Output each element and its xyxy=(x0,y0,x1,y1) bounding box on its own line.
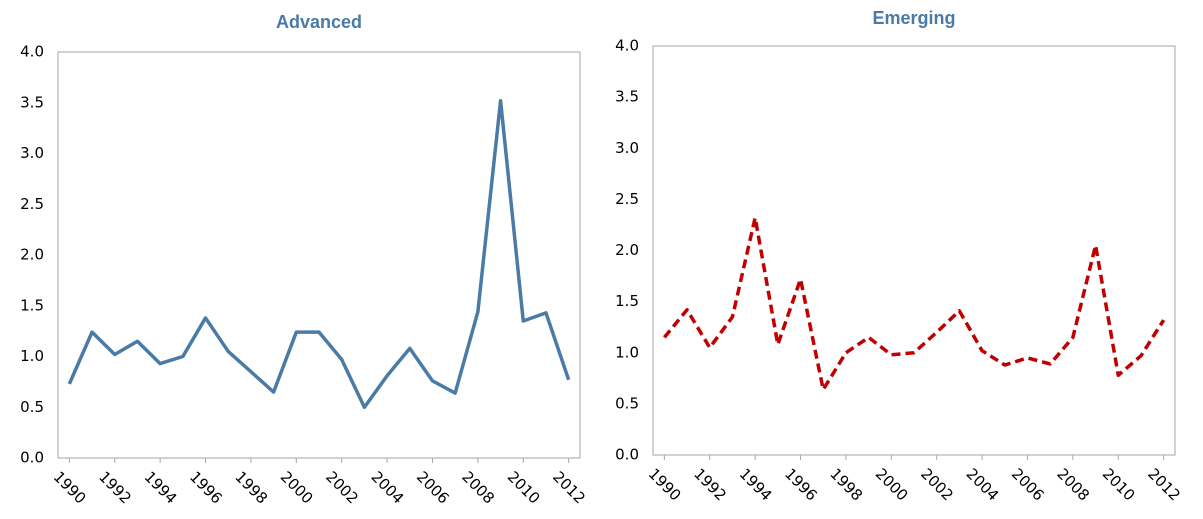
x-tick-label: 1998 xyxy=(826,465,866,505)
y-tick-label: 1.5 xyxy=(20,296,44,314)
y-tick-label: 0.0 xyxy=(615,446,639,464)
x-tick-label: 2008 xyxy=(458,468,498,508)
x-tick-label: 2002 xyxy=(322,468,362,508)
x-tick-label: 2002 xyxy=(917,465,957,505)
x-tick-label: 2004 xyxy=(368,468,408,508)
x-tick-label: 1994 xyxy=(141,468,181,508)
x-tick-label: 2006 xyxy=(1008,465,1048,505)
x-tick-label: 2006 xyxy=(413,468,453,508)
x-tick-label: 1996 xyxy=(186,468,226,508)
x-tick-label: 1990 xyxy=(645,465,685,505)
x-tick-label: 2004 xyxy=(963,465,1003,505)
y-tick-label: 4.0 xyxy=(20,43,44,61)
y-tick-label: 0.5 xyxy=(615,394,639,412)
x-tick-label: 2000 xyxy=(277,468,317,508)
y-tick-label: 4.0 xyxy=(615,37,639,55)
x-tick-label: 1992 xyxy=(95,468,135,508)
y-tick-label: 1.0 xyxy=(20,347,44,365)
x-tick-label: 1990 xyxy=(50,468,90,508)
x-tick-label: 2000 xyxy=(872,465,912,505)
y-tick-label: 2.0 xyxy=(615,241,639,259)
y-tick-label: 3.5 xyxy=(20,93,44,111)
y-tick-label: 0.5 xyxy=(20,398,44,416)
x-tick-label: 2008 xyxy=(1053,465,1093,505)
x-tick-label: 2012 xyxy=(549,468,589,508)
chart-title: Emerging xyxy=(872,8,955,28)
y-tick-label: 2.5 xyxy=(20,195,44,213)
x-tick-label: 1994 xyxy=(736,465,776,505)
data-line xyxy=(662,216,1166,392)
data-line xyxy=(67,98,571,409)
y-tick-label: 1.5 xyxy=(615,292,639,310)
x-tick-label: 2010 xyxy=(1099,465,1139,505)
y-tick-label: 2.0 xyxy=(20,246,44,264)
x-tick-label: 2010 xyxy=(504,468,544,508)
plot-frame xyxy=(57,51,581,459)
chart-title: Advanced xyxy=(276,12,362,32)
y-tick-label: 2.5 xyxy=(615,190,639,208)
x-tick-label: 1992 xyxy=(690,465,730,505)
y-tick-label: 1.0 xyxy=(615,343,639,361)
x-tick-label: 1998 xyxy=(231,468,271,508)
y-tick-label: 3.0 xyxy=(615,139,639,157)
x-tick-label: 1996 xyxy=(781,465,821,505)
x-tick-label: 2012 xyxy=(1144,465,1184,505)
y-tick-label: 3.5 xyxy=(615,88,639,106)
plot-frame xyxy=(652,45,1176,456)
y-tick-label: 3.0 xyxy=(20,144,44,162)
y-tick-label: 0.0 xyxy=(20,449,44,467)
